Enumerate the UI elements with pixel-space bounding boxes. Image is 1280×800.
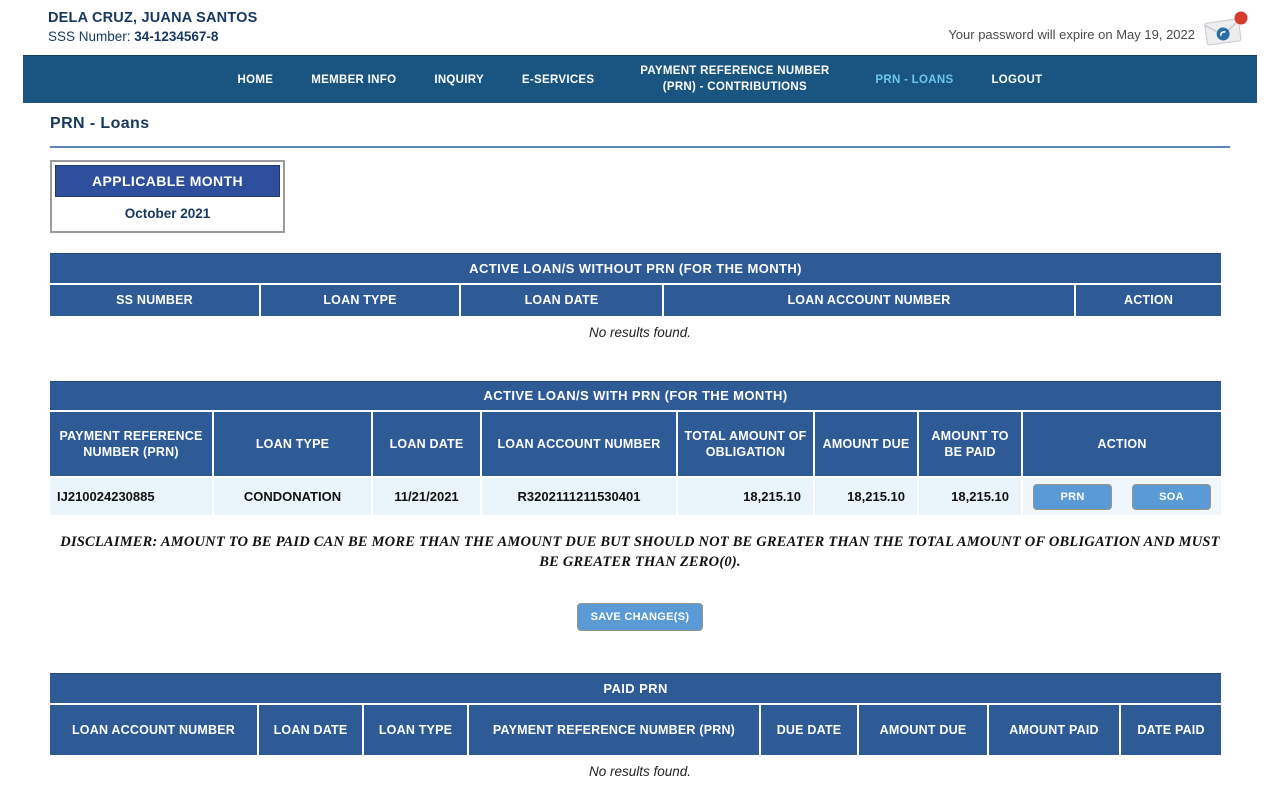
nav-home[interactable]: HOME [237,73,274,86]
applicable-month-header: APPLICABLE MONTH [55,165,280,197]
nav-e-services[interactable]: E-SERVICES [521,73,595,86]
applicable-month-value: October 2021 [124,206,211,221]
active-loans-with-prn-table: ACTIVE LOAN/S WITH PRN (FOR THE MONTH) P… [50,380,1222,515]
soa-button[interactable]: SOA [1132,483,1212,510]
col-loan-type: LOAN TYPE [259,282,460,316]
no-results-without-prn: No results found. [588,324,692,340]
notice-block: Your password will expire on May 19, 202… [948,11,1249,50]
col-due-date: DUE DATE [759,702,858,755]
col-action: ACTION [1020,410,1222,477]
disclaimer-text: DISCLAIMER: AMOUNT TO BE PAID CAN BE MOR… [60,534,1220,570]
page-title: PRN - Loans [50,115,150,132]
applicable-month-box: APPLICABLE MONTH October 2021 [50,160,285,233]
nav-inquiry[interactable]: INQUIRY [434,73,484,86]
save-row: SAVE CHANGE(S) [50,603,1230,632]
col-loan-account-number: LOAN ACCOUNT NUMBER [50,702,258,755]
paid-prn-table: PAID PRN LOAN ACCOUNT NUMBER LOAN DATE L… [50,673,1222,755]
nav-prn-contributions[interactable]: PAYMENT REFERENCE NUMBER (PRN) - CONTRIB… [640,64,830,93]
col-loan-date: LOAN DATE [371,410,481,477]
cell-amount-due: 18,215.10 [813,476,918,515]
main-content: PRN - Loans APPLICABLE MONTH October 202… [23,115,1257,779]
active-loans-without-prn-table: ACTIVE LOAN/S WITHOUT PRN (FOR THE MONTH… [50,253,1222,316]
main-nav: HOME MEMBER INFO INQUIRY E-SERVICES PAYM… [23,55,1257,103]
table-title-without-prn: ACTIVE LOAN/S WITHOUT PRN (FOR THE MONTH… [50,253,1222,284]
col-loan-account-number: LOAN ACCOUNT NUMBER [480,410,677,477]
col-loan-type: LOAN TYPE [212,410,372,477]
table-title-paid-prn: PAID PRN [50,673,1222,704]
app-window: DELA CRUZ, JUANA SANTOS SSS Number: 34-1… [23,0,1257,779]
header: DELA CRUZ, JUANA SANTOS SSS Number: 34-1… [23,0,1257,55]
table-title-with-prn: ACTIVE LOAN/S WITH PRN (FOR THE MONTH) [50,381,1222,411]
col-date-paid: DATE PAID [1118,702,1222,755]
col-loan-type: LOAN TYPE [362,702,468,755]
no-results-paid-prn: No results found. [588,763,692,779]
title-divider [50,146,1230,148]
col-action: ACTION [1073,282,1222,316]
cell-prn: IJ210024230885 [50,476,213,515]
save-changes-button[interactable]: SAVE CHANGE(S) [576,603,704,632]
member-info-block: DELA CRUZ, JUANA SANTOS SSS Number: 34-1… [48,10,258,44]
password-expiry-notice: Your password will expire on May 19, 202… [948,26,1195,42]
cell-amount-to-be-paid: 18,215.10 [917,476,1022,515]
notification-badge [1234,11,1248,25]
prn-button[interactable]: PRN [1033,483,1113,510]
loan-row: IJ210024230885 CONDONATION 11/21/2021 R3… [50,476,1222,515]
col-payment-reference-number: PAYMENT REFERENCE NUMBER (PRN) [50,410,213,477]
col-amount-due: AMOUNT DUE [813,410,918,477]
col-loan-date: LOAN DATE [459,282,663,316]
envelope-icon[interactable] [1203,10,1249,50]
member-sss-number: SSS Number: 34-1234567-8 [48,29,258,44]
nav-member-info[interactable]: MEMBER INFO [311,73,397,86]
col-loan-account-number: LOAN ACCOUNT NUMBER [662,282,1075,316]
col-loan-date: LOAN DATE [257,702,363,755]
col-amount-due: AMOUNT DUE [857,702,988,755]
col-ss-number: SS NUMBER [50,282,260,316]
cell-action: PRN SOA [1020,476,1222,515]
nav-prn-loans[interactable]: PRN - LOANS [875,73,954,86]
col-amount-to-be-paid: AMOUNT TO BE PAID [917,410,1022,477]
member-name: DELA CRUZ, JUANA SANTOS [48,10,258,26]
cell-loan-type: CONDONATION [212,476,372,515]
sss-number-label: SSS Number: [48,29,131,44]
col-amount-paid: AMOUNT PAID [987,702,1120,755]
sss-number-value: 34-1234567-8 [134,29,219,44]
cell-total-amount-of-obligation: 18,215.10 [676,476,814,515]
cell-loan-date: 11/21/2021 [371,476,481,515]
col-total-amount-of-obligation: TOTAL AMOUNT OF OBLIGATION [676,410,814,477]
cell-loan-account-number: R3202111211530401 [480,476,677,515]
col-payment-reference-number: PAYMENT REFERENCE NUMBER (PRN) [467,702,760,755]
nav-logout[interactable]: LOGOUT [991,73,1043,86]
